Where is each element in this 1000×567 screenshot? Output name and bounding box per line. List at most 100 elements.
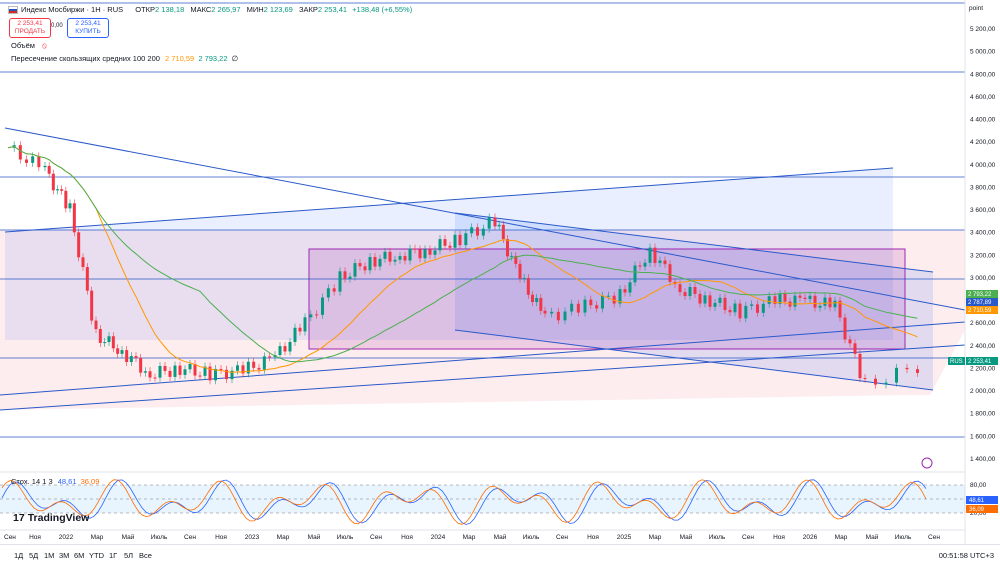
trendline-price-tag-bg (966, 298, 998, 306)
utc-clock[interactable]: 00:51:58 UTC+3 (938, 551, 994, 560)
candle-body (143, 371, 147, 373)
candle-body (120, 350, 124, 354)
candle-body (733, 303, 737, 313)
candle-body (798, 295, 802, 298)
candle-body (601, 295, 604, 309)
candle-body (158, 365, 162, 378)
candle-body (464, 233, 468, 246)
candle-body (618, 289, 622, 304)
price-tick-label: 4 200,00 (970, 139, 996, 146)
candle-body (678, 284, 682, 293)
stoch-tick-label: 20,00 (970, 510, 987, 517)
timeframe-button[interactable]: 1М (44, 551, 55, 560)
ma-cross-legend[interactable]: Пересечение скользящих средних 100 200 2… (11, 54, 238, 63)
candle-body (606, 295, 610, 297)
candle-body (858, 353, 862, 379)
timeframe-button[interactable]: 1Г (109, 551, 118, 560)
candle-body (423, 249, 427, 259)
candle-body (283, 346, 287, 352)
price-tick-label: 4 400,00 (970, 117, 996, 124)
price-axis-unit: point (969, 5, 983, 12)
candle-body (413, 248, 417, 250)
price-tick-label: 1 600,00 (970, 433, 996, 440)
candle-body (298, 327, 302, 332)
candle-body (241, 365, 245, 374)
candle-body (628, 282, 632, 293)
timeframe-button[interactable]: YTD (89, 551, 104, 560)
sell-price: 2 253,41 (17, 20, 43, 27)
stoch-k-value: 48,61 (57, 477, 77, 486)
time-tick-label: Май (122, 533, 135, 541)
price-tick-label: 3 200,00 (970, 252, 996, 259)
candle-body (326, 288, 330, 298)
stoch-legend[interactable]: Стох. 14 1 3 48,61 36,09 (11, 477, 99, 486)
candle-body (783, 293, 787, 302)
candle-body (188, 363, 192, 370)
stoch-k-tag-bg (966, 496, 998, 504)
candle-body (343, 271, 347, 279)
price-tick-label: 1 800,00 (970, 411, 996, 418)
ma-fast-price-tag: 2 710,59 (968, 308, 992, 314)
timeframe-button[interactable]: 1Д (14, 551, 24, 560)
timeframe-button[interactable]: 5Л (124, 551, 134, 560)
time-tick-label: Сен (742, 534, 754, 541)
candle-body (738, 303, 742, 319)
candle-body (648, 247, 652, 263)
last-price-tag-bg (966, 357, 998, 365)
symbol-title[interactable]: Индекс Мосбиржи · 1Н · RUS (21, 5, 124, 14)
stoch-d-tag-bg (966, 505, 998, 513)
candle-body (116, 348, 120, 354)
candle-body (718, 297, 722, 303)
timeframe-button[interactable]: 5Д (29, 551, 39, 560)
candle-body (497, 224, 501, 227)
tradingview-logo[interactable]: 17 TradingView (13, 512, 89, 524)
time-tick-label: Мар (91, 534, 104, 541)
candle-body (487, 217, 491, 229)
candle-body (853, 343, 857, 354)
time-tick-label: Сен (184, 534, 196, 541)
close-label: ЗАКР (298, 5, 318, 14)
price-tick-label: 4 600,00 (970, 94, 996, 101)
trendline-price-tag: 2 787,89 (968, 300, 992, 306)
timeframe-button[interactable]: 6М (74, 551, 85, 560)
candle-body (438, 239, 442, 251)
candle-body (373, 257, 377, 267)
candle-body (683, 292, 687, 297)
candle-body (168, 370, 172, 377)
candle-body (833, 300, 837, 308)
stoch-d-tag: 36,09 (969, 507, 985, 513)
price-tick-label: 2 600,00 (970, 320, 996, 327)
timeframe-button[interactable]: 3М (59, 551, 70, 560)
candle-body (94, 320, 98, 330)
volume-legend[interactable]: Объём ⦸ (11, 41, 47, 51)
trendline-channel-top (4, 167, 894, 233)
buy-button[interactable]: 2 253,41 КУПИТЬ (67, 18, 109, 38)
candle-body (246, 361, 250, 374)
time-tick-label: Май (680, 533, 693, 541)
candle-body (148, 371, 152, 378)
last-price-tag: 2 253,41 (968, 359, 992, 365)
ma-empty-value: ∅ (231, 54, 239, 63)
time-tick-label: Июль (895, 534, 912, 541)
candle-body (703, 295, 707, 304)
trendline-support-1 (0, 321, 966, 396)
stoch-k-tag: 48,61 (969, 498, 985, 504)
price-tick-label: 1 400,00 (970, 456, 996, 463)
time-tick-label: Сен (556, 534, 568, 541)
candle-body (31, 156, 35, 163)
candle-body (383, 251, 387, 259)
candle-body (443, 239, 447, 246)
sell-button[interactable]: 2 253,41 ПРОДАТЬ (9, 18, 51, 38)
candle-body (570, 303, 574, 312)
candle-body (219, 368, 223, 370)
candle-body (713, 302, 717, 307)
time-tick-label: Мар (463, 534, 476, 541)
candle-body (863, 378, 867, 380)
buy-label: КУПИТЬ (75, 28, 101, 35)
candle-body (252, 361, 256, 368)
candle-body (37, 156, 41, 168)
timeframe-button[interactable]: Все (139, 551, 152, 560)
visibility-off-icon[interactable]: ⦸ (42, 41, 47, 50)
candle-body (338, 271, 342, 292)
